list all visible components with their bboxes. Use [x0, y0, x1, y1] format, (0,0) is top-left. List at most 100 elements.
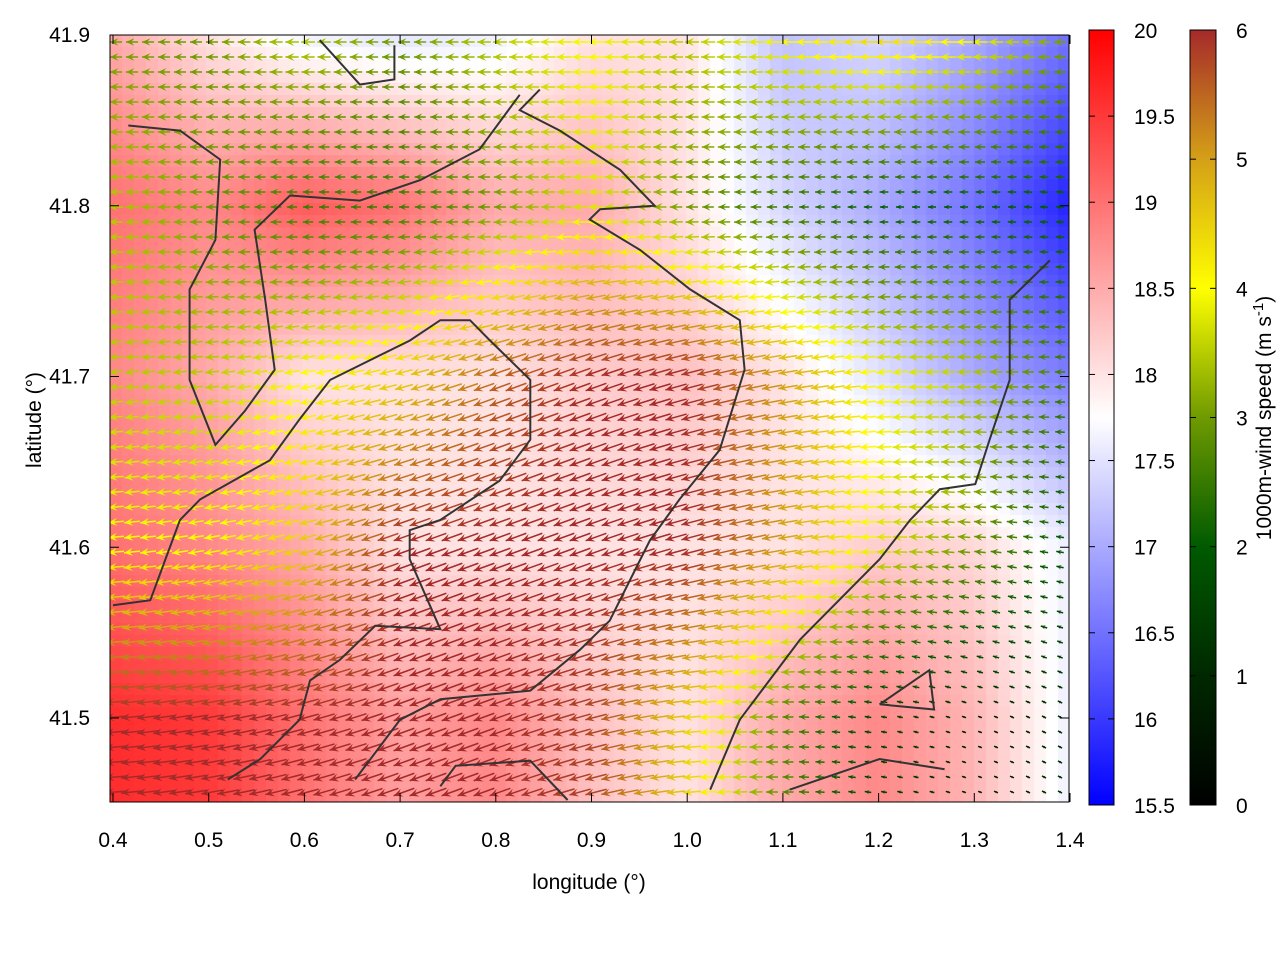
heatmap-cell: [890, 671, 903, 684]
heatmap-cell: [998, 143, 1011, 156]
heatmap-cell: [482, 83, 495, 96]
heatmap-cell: [146, 251, 159, 264]
heatmap-cell: [806, 719, 819, 732]
heatmap-cell: [950, 755, 963, 768]
heatmap-cell: [686, 299, 699, 312]
heatmap-cell: [974, 251, 987, 264]
heatmap-cell: [602, 239, 615, 252]
heatmap-cell: [818, 359, 831, 372]
heatmap-cell: [506, 239, 519, 252]
heatmap-cell: [1046, 755, 1059, 768]
heatmap-cell: [962, 311, 975, 324]
heatmap-cell: [314, 359, 327, 372]
heatmap-cell: [290, 359, 303, 372]
heatmap-cell: [338, 143, 351, 156]
heatmap-cell: [1058, 143, 1069, 156]
heatmap-cell: [218, 443, 231, 456]
heatmap-cell: [386, 551, 399, 564]
heatmap-cell: [302, 119, 315, 132]
heatmap-cell: [902, 263, 915, 276]
heatmap-cell: [434, 371, 447, 384]
heatmap-cell: [890, 503, 903, 516]
heatmap-cell: [818, 743, 831, 756]
heatmap-cell: [806, 683, 819, 696]
heatmap-cell: [974, 203, 987, 216]
heatmap-cell: [686, 59, 699, 72]
heatmap-cell: [890, 83, 903, 96]
heatmap-cell: [494, 299, 507, 312]
heatmap-cell: [998, 179, 1011, 192]
temperature-heatmap: [110, 35, 1069, 802]
heatmap-cell: [1058, 83, 1069, 96]
heatmap-cell: [950, 563, 963, 576]
heatmap-cell: [182, 155, 195, 168]
heatmap-cell: [602, 59, 615, 72]
heatmap-cell: [134, 59, 147, 72]
heatmap-cell: [254, 119, 267, 132]
heatmap-cell: [254, 131, 267, 144]
heatmap-cell: [182, 443, 195, 456]
heatmap-cell: [974, 131, 987, 144]
heatmap-cell: [638, 83, 651, 96]
heatmap-cell: [110, 563, 123, 576]
heatmap-cell: [374, 95, 387, 108]
heatmap-cell: [854, 731, 867, 744]
heatmap-cell: [818, 503, 831, 516]
heatmap-cell: [614, 83, 627, 96]
heatmap-cell: [938, 359, 951, 372]
heatmap-cell: [1010, 299, 1023, 312]
heatmap-cell: [986, 683, 999, 696]
heatmap-cell: [830, 755, 843, 768]
heatmap-cell: [182, 59, 195, 72]
heatmap-cell: [458, 239, 471, 252]
heatmap-cell: [830, 719, 843, 732]
heatmap-cell: [482, 299, 495, 312]
heatmap-cell: [1046, 731, 1059, 744]
heatmap-cell: [794, 299, 807, 312]
heatmap-cell: [614, 203, 627, 216]
heatmap-cell: [242, 59, 255, 72]
heatmap-cell: [122, 503, 135, 516]
heatmap-cell: [758, 143, 771, 156]
heatmap-cell: [950, 695, 963, 708]
heatmap-cell: [410, 299, 423, 312]
heatmap-cell: [506, 59, 519, 72]
heatmap-cell: [278, 59, 291, 72]
heatmap-cell: [890, 443, 903, 456]
heatmap-cell: [842, 359, 855, 372]
heatmap-cell: [890, 611, 903, 624]
heatmap-cell: [1034, 491, 1047, 504]
heatmap-cell: [722, 143, 735, 156]
heatmap-cell: [950, 299, 963, 312]
heatmap-cell: [806, 143, 819, 156]
heatmap-cell: [1034, 635, 1047, 648]
heatmap-cell: [698, 239, 711, 252]
heatmap-cell: [710, 59, 723, 72]
heatmap-cell: [422, 203, 435, 216]
heatmap-cell: [170, 299, 183, 312]
heatmap-cell: [866, 539, 879, 552]
heatmap-cell: [770, 419, 783, 432]
heatmap-cell: [386, 251, 399, 264]
heatmap-cell: [434, 131, 447, 144]
heatmap-cell: [422, 179, 435, 192]
heatmap-cell: [974, 95, 987, 108]
heatmap-cell: [122, 443, 135, 456]
heatmap-cell: [278, 119, 291, 132]
heatmap-cell: [698, 263, 711, 276]
heatmap-cell: [902, 767, 915, 780]
heatmap-cell: [842, 743, 855, 756]
heatmap-cell: [554, 83, 567, 96]
heatmap-cell: [734, 263, 747, 276]
heatmap-cell: [674, 119, 687, 132]
heatmap-cell: [998, 635, 1011, 648]
heatmap-cell: [830, 59, 843, 72]
heatmap-cell: [614, 35, 627, 48]
heatmap-cell: [854, 479, 867, 492]
heatmap-cell: [818, 203, 831, 216]
heatmap-cell: [302, 419, 315, 432]
heatmap-cell: [902, 59, 915, 72]
heatmap-cell: [446, 191, 459, 204]
heatmap-cell: [1034, 131, 1047, 144]
heatmap-cell: [1022, 179, 1035, 192]
